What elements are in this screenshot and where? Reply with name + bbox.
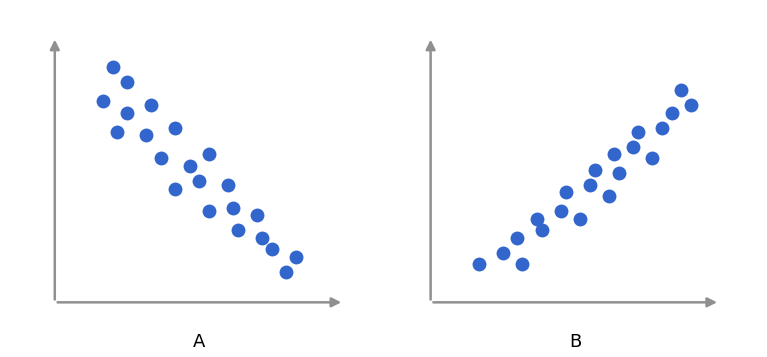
Point <box>251 212 263 218</box>
Point <box>656 125 668 131</box>
Point <box>256 235 268 241</box>
Point <box>535 227 548 233</box>
Point <box>512 235 524 241</box>
Point <box>632 129 644 135</box>
Text: A: A <box>193 333 206 351</box>
Point <box>574 216 586 222</box>
Point <box>685 102 697 108</box>
Point <box>607 151 620 157</box>
Point <box>290 254 302 260</box>
Point <box>666 110 678 116</box>
Point <box>107 64 119 70</box>
Point <box>170 186 182 191</box>
Point <box>203 151 216 157</box>
Point <box>222 182 235 188</box>
Text: B: B <box>569 333 581 351</box>
Point <box>265 246 278 252</box>
Point <box>227 205 239 210</box>
Point <box>121 110 133 116</box>
Point <box>603 193 615 199</box>
Point <box>588 167 601 172</box>
Point <box>183 163 196 169</box>
Point <box>280 269 292 275</box>
Point <box>516 262 528 267</box>
Point <box>613 171 625 176</box>
Point <box>97 99 109 104</box>
Point <box>193 178 206 184</box>
Point <box>584 182 596 188</box>
Point <box>555 208 567 214</box>
Point <box>203 208 216 214</box>
Point <box>170 125 182 131</box>
Point <box>675 87 687 93</box>
Point <box>155 155 167 161</box>
Point <box>121 80 133 85</box>
Point <box>497 250 509 256</box>
Point <box>111 129 123 135</box>
Point <box>647 155 659 161</box>
Point <box>145 102 157 108</box>
Point <box>232 227 244 233</box>
Point <box>627 144 639 150</box>
Point <box>140 132 153 138</box>
Point <box>531 216 543 222</box>
Point <box>559 190 571 195</box>
Point <box>472 262 485 267</box>
